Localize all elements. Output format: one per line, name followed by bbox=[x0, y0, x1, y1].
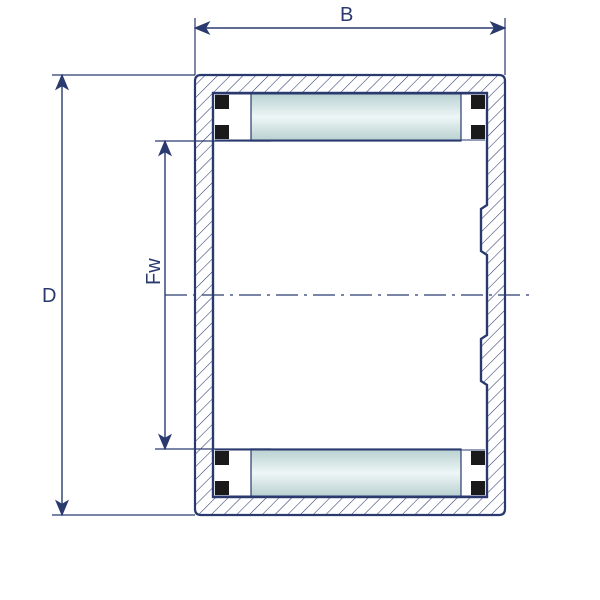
dimension-label-b: B bbox=[340, 4, 353, 27]
dimension-label-d: D bbox=[42, 285, 56, 308]
dimension-label-fw: Fw bbox=[143, 258, 166, 285]
technical-drawing bbox=[52, 18, 535, 515]
bearing-cross-section bbox=[0, 0, 600, 600]
